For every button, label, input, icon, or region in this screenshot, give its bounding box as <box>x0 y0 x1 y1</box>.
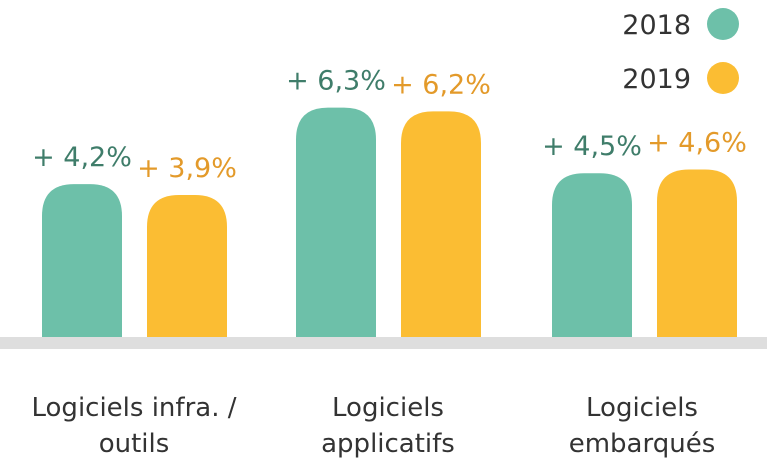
bar-2018-1 <box>296 107 376 338</box>
value-labels-group: + 4,2% + 6,3% + 4,5% + 3,9% + 6,2% + 4,6% <box>32 66 747 184</box>
category-label-line: Logiciels infra. / <box>32 393 237 423</box>
category-label-line: Logiciels <box>586 393 698 423</box>
legend-swatch-2018 <box>707 8 739 40</box>
value-label-2018-0: + 4,2% <box>32 142 132 173</box>
value-label-2019-1: + 6,2% <box>391 69 491 100</box>
bar-2018-2 <box>552 173 632 337</box>
value-label-2019-2: + 4,6% <box>647 128 747 159</box>
legend-label-2018: 2018 <box>622 10 691 41</box>
bar-2019-2 <box>657 169 737 337</box>
bars-group <box>42 107 737 338</box>
category-label-1: Logiciels applicatifs <box>321 393 455 459</box>
bar-2019-0 <box>147 195 227 337</box>
chart-baseline <box>0 337 767 349</box>
category-label-line: applicatifs <box>321 429 455 459</box>
category-label-line: embarqués <box>569 429 716 459</box>
legend: 2018 2019 <box>622 8 739 95</box>
category-label-line: Logiciels <box>332 393 444 423</box>
category-labels-group: Logiciels infra. / outils Logiciels applica… <box>32 393 716 459</box>
category-label-0: Logiciels infra. / outils <box>32 393 237 459</box>
bar-2019-1 <box>401 111 481 337</box>
value-label-2019-0: + 3,9% <box>137 153 237 184</box>
value-label-2018-2: + 4,5% <box>542 131 642 162</box>
category-label-2: Logiciels embarqués <box>569 393 716 459</box>
category-label-line: outils <box>99 429 170 459</box>
legend-label-2019: 2019 <box>622 64 691 95</box>
legend-swatch-2019 <box>707 62 739 94</box>
value-label-2018-1: + 6,3% <box>286 66 386 97</box>
bar-2018-0 <box>42 184 122 337</box>
